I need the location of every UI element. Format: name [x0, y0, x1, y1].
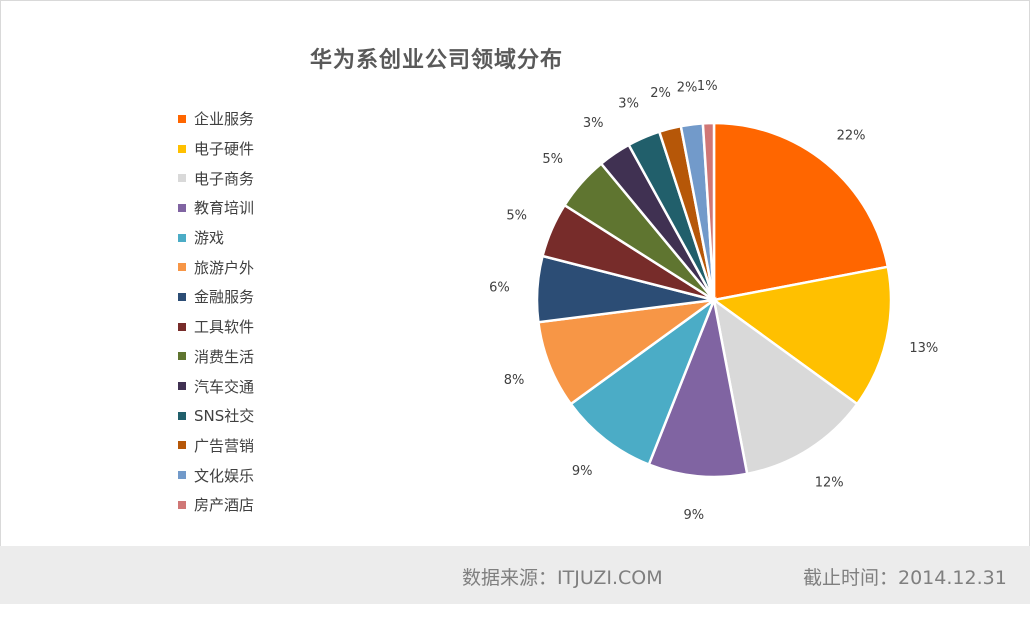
legend-swatch	[178, 352, 186, 361]
legend-swatch	[178, 263, 186, 272]
legend-swatch	[178, 144, 186, 153]
legend-item: 金融服务	[178, 282, 254, 312]
slice-data-label: 22%	[837, 128, 866, 143]
pie-slice	[710, 265, 893, 406]
pie-slice	[536, 298, 715, 406]
legend-item: SNS社交	[178, 401, 254, 431]
legend-item: 游戏	[178, 223, 254, 253]
legend-label: 电子商务	[194, 169, 255, 188]
legend-swatch	[178, 203, 186, 212]
slice-data-label: 1%	[697, 79, 718, 94]
legend-label: 金融服务	[194, 288, 255, 307]
legend-item: 汽车交通	[178, 371, 254, 401]
legend-item: 电子商务	[178, 163, 254, 193]
legend-swatch	[178, 114, 186, 123]
pie-chart: 22%13%12%9%9%8%6%5%5%3%3%2% 2% 1%	[489, 79, 938, 523]
slice-data-label: 9%	[572, 464, 593, 479]
legend-item: 房产酒店	[178, 490, 254, 520]
legend-label: 企业服务	[194, 110, 255, 129]
slice-data-label: 5%	[506, 209, 527, 224]
legend-item: 企业服务	[178, 104, 254, 134]
legend-swatch	[178, 292, 186, 301]
legend-swatch	[178, 500, 186, 509]
legend-swatch	[178, 411, 186, 420]
legend-item: 工具软件	[178, 312, 254, 342]
slice-data-label: 2%	[650, 86, 671, 101]
legend-swatch	[178, 382, 186, 391]
pie-slice	[647, 295, 749, 479]
legend-item: 消费生活	[178, 342, 254, 372]
slice-data-label: 5%	[542, 152, 563, 167]
legend-label: 消费生活	[194, 347, 255, 366]
legend-label: SNS社交	[194, 407, 255, 426]
slice-data-label: 9%	[683, 508, 704, 523]
legend-item: 教育培训	[178, 193, 254, 223]
slice-data-label: 13%	[909, 341, 938, 356]
legend-label: 房产酒店	[194, 496, 255, 515]
legend-label: 文化娱乐	[194, 466, 255, 485]
data-source-text: 数据来源：ITJUZI.COM	[462, 567, 663, 589]
pie-slice	[569, 296, 717, 467]
legend-swatch	[178, 174, 186, 183]
legend-item: 文化娱乐	[178, 460, 254, 490]
legend-swatch	[178, 441, 186, 450]
legend-label: 工具软件	[194, 318, 255, 337]
chart-title: 华为系创业公司领域分布	[310, 48, 564, 73]
legend-label: 广告营销	[194, 436, 255, 455]
pie-slice	[701, 121, 716, 301]
legend-label: 旅游户外	[194, 258, 255, 277]
slice-data-label: 3%	[583, 116, 604, 131]
legend-item: 旅游户外	[178, 252, 254, 282]
legend-label: 电子硬件	[194, 140, 255, 159]
pie-slice	[712, 297, 859, 476]
legend-swatch	[178, 471, 186, 480]
slice-data-label: 8%	[504, 373, 525, 388]
legend-item: 电子硬件	[178, 134, 254, 164]
legend-item: 广告营销	[178, 431, 254, 461]
legend-swatch	[178, 322, 186, 331]
slice-data-label: 12%	[815, 476, 844, 491]
legend-label: 游戏	[194, 229, 225, 248]
pie-slice	[712, 121, 890, 302]
legend: 企业服务电子硬件电子商务教育培训游戏旅游户外金融服务工具软件消费生活汽车交通 SN…	[178, 104, 254, 520]
slice-data-label: 6%	[489, 281, 510, 296]
legend-swatch	[178, 233, 186, 242]
slice-data-label: 3%	[618, 97, 639, 112]
cutoff-date-text: 截止时间：2014.12.31	[803, 567, 1007, 589]
legend-label: 汽车交通	[194, 377, 255, 396]
legend-label: 教育培训	[194, 199, 255, 218]
footer-bar: 数据来源：ITJUZI.COM 截止时间：2014.12.31	[0, 546, 1030, 604]
slice-data-label: 2%	[677, 81, 698, 96]
